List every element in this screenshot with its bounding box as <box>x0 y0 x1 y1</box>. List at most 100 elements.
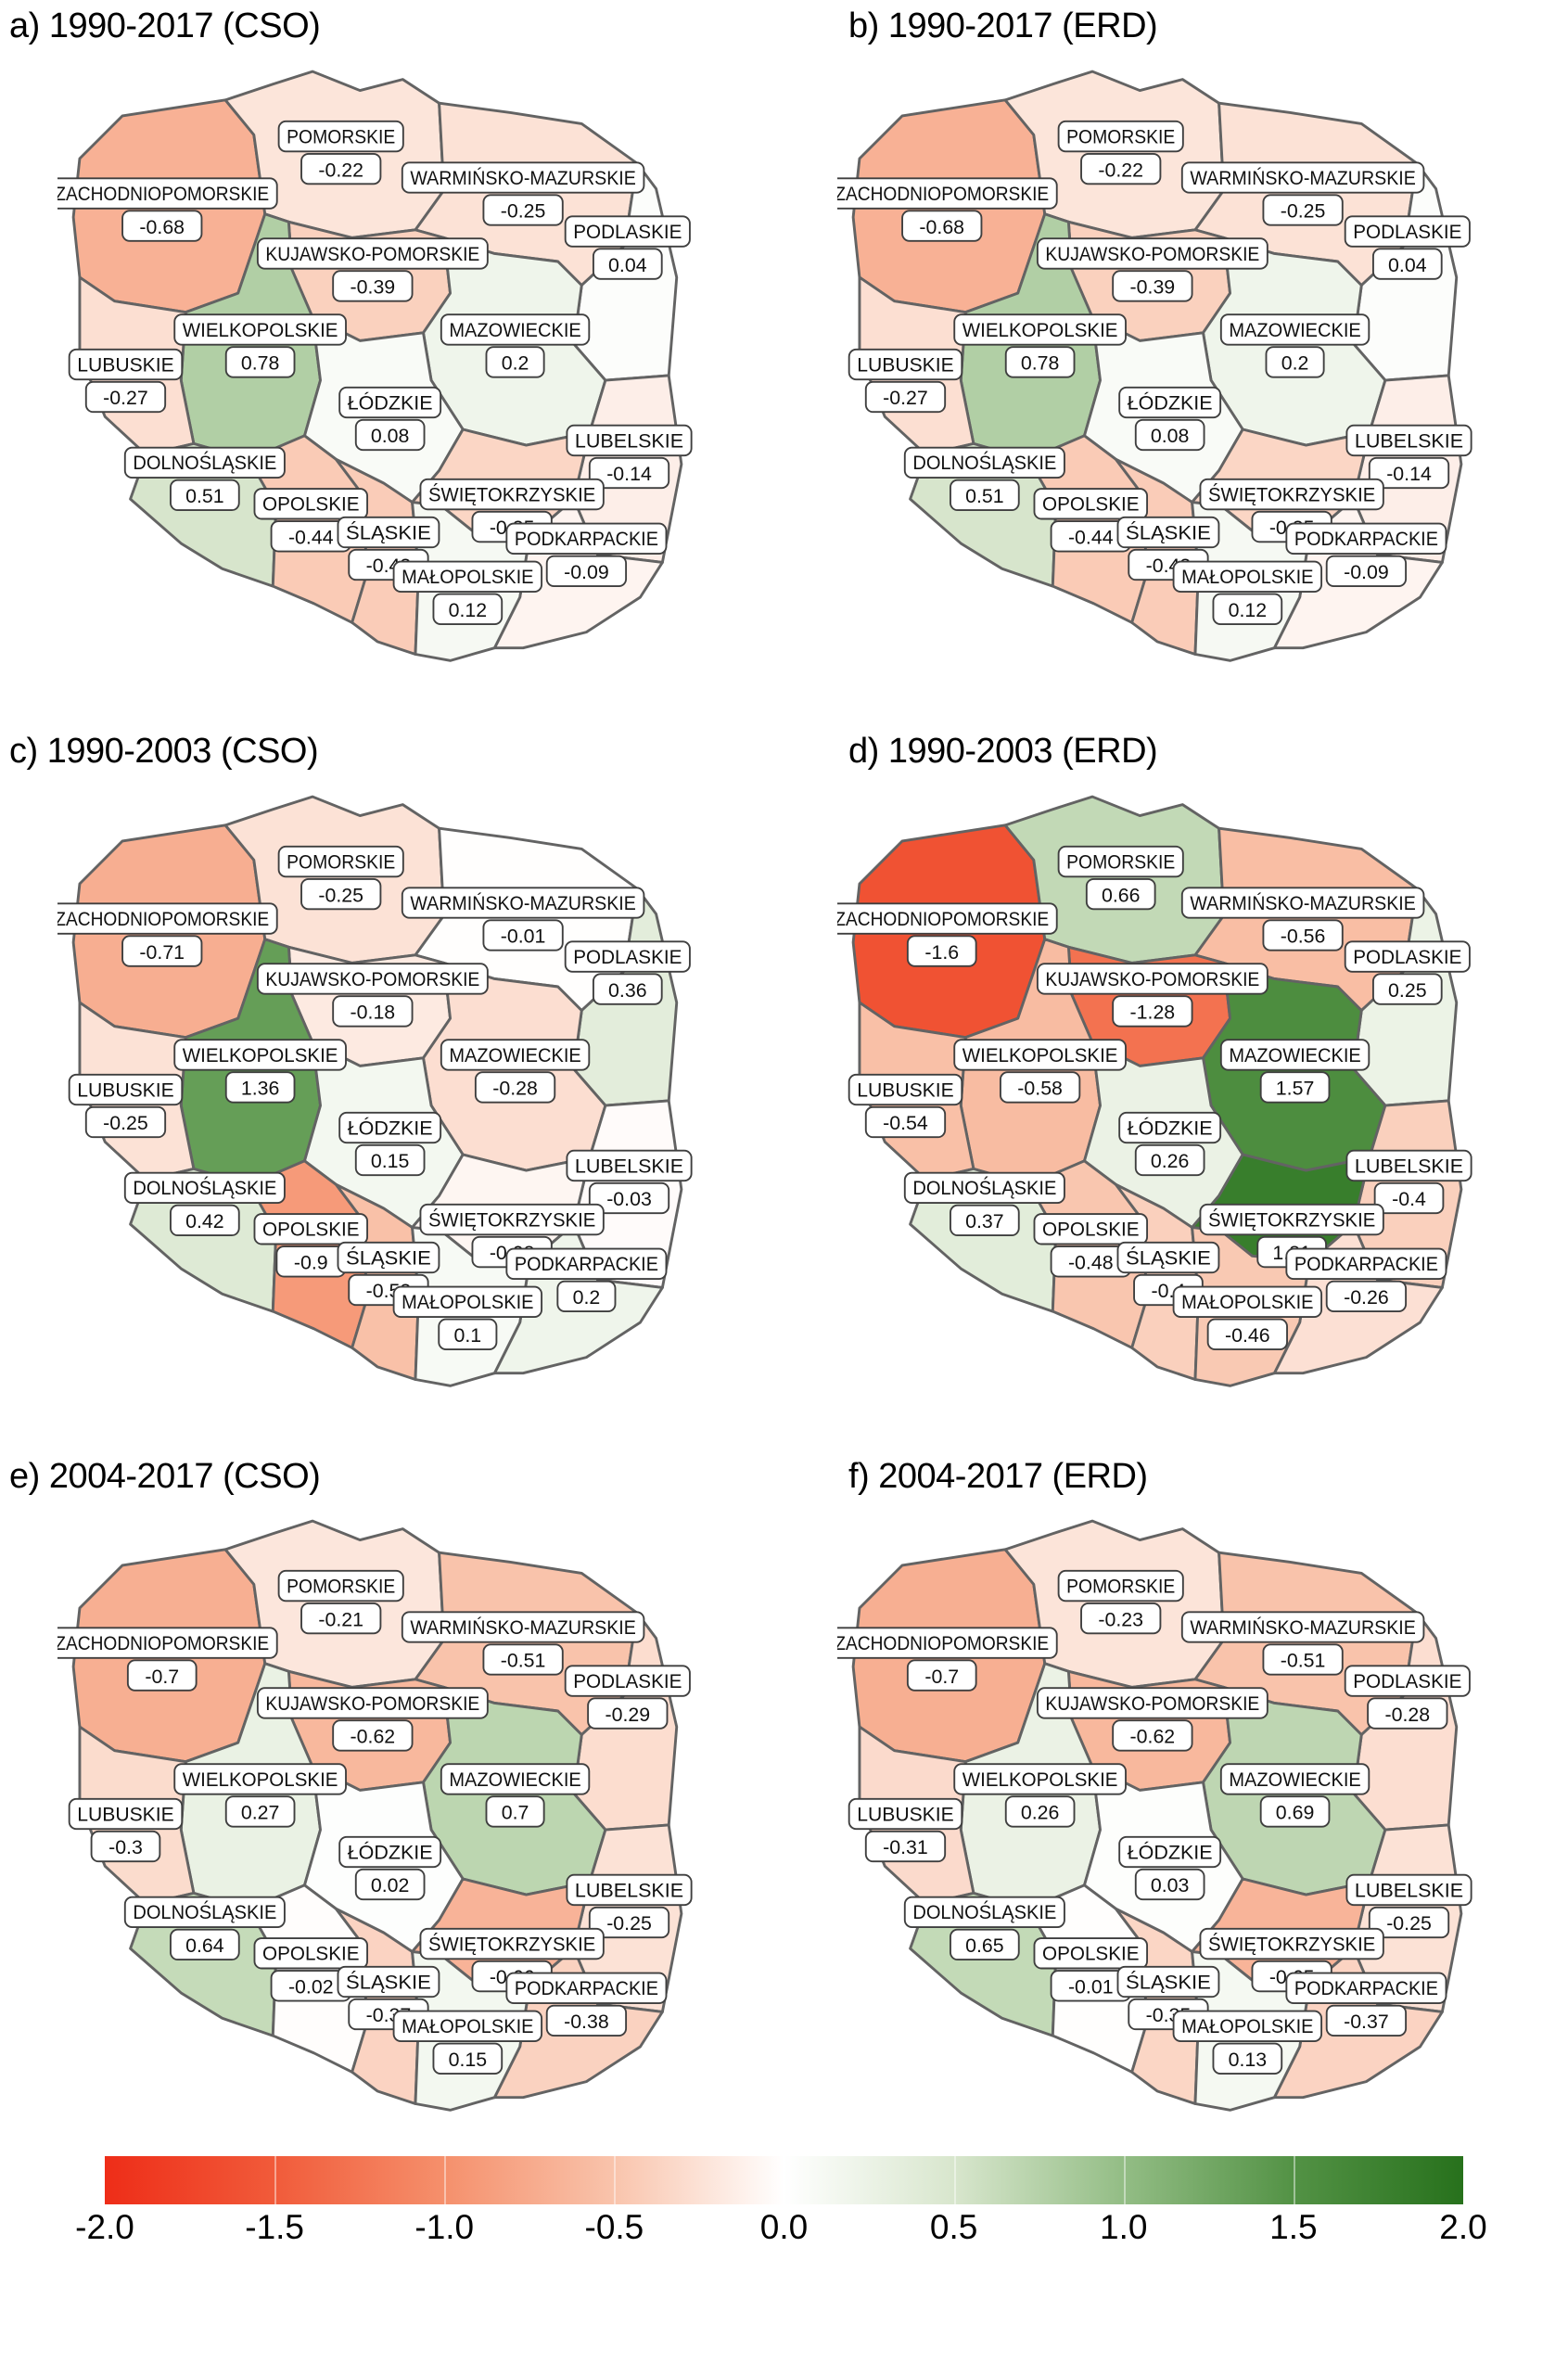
region-name-box <box>1116 1241 1220 1273</box>
region-name-text: OPOLSKIE <box>1042 1218 1140 1240</box>
region-name-box <box>1345 424 1472 456</box>
label-mazowieckie-d: MAZOWIECKIE 1.57 <box>1219 1038 1370 1104</box>
region-value-text: -0.7 <box>924 1666 959 1688</box>
label-wielkopolskie-e: WIELKOPOLSKIE 0.27 <box>173 1763 347 1828</box>
region-value-box <box>1262 194 1344 226</box>
region-name-box <box>848 348 963 380</box>
label-opolskie-f: OPOLSKIE -0.01 <box>1033 1937 1149 2002</box>
colorbar-tick-line <box>274 2156 277 2205</box>
region-name-text: POMORSKIE <box>287 125 395 147</box>
colorbar-tick-label: 1.0 <box>1100 2208 1148 2247</box>
region-name-box <box>1344 1665 1471 1698</box>
region-name-box <box>401 1611 645 1644</box>
region-name-text: POMORSKIE <box>287 850 395 873</box>
region-value-text: -0.25 <box>606 1913 652 1935</box>
region-value-text: -0.25 <box>501 199 546 222</box>
label-dolno-l-skie-e: DOLNOŚLĄSKIE 0.64 <box>123 1896 286 1961</box>
region-name-box <box>1057 845 1184 877</box>
panel-title-f: f) 2004-2017 (ERD) <box>848 1456 1148 1496</box>
region-value-box <box>482 918 564 951</box>
region-value-box <box>588 1181 670 1214</box>
region-value-text: -0.38 <box>564 2011 609 2033</box>
region-name-box <box>1116 1966 1220 1998</box>
region-value-text: -0.4 <box>1392 1188 1426 1210</box>
region-name-text: OPOLSKIE <box>262 1943 360 1965</box>
label-wielkopolskie-f: WIELKOPOLSKIE 0.26 <box>953 1763 1127 1828</box>
region-value-text: -0.09 <box>1344 561 1389 583</box>
region-name-box <box>123 1896 286 1929</box>
region-value-text: -0.39 <box>1130 275 1176 298</box>
region-name-box <box>1033 487 1149 520</box>
region-name-box <box>338 1111 442 1143</box>
region-name-box <box>68 348 184 380</box>
region-name-box <box>505 522 668 555</box>
region-value-box <box>1080 1602 1162 1635</box>
region-value-text: 0.04 <box>608 254 647 276</box>
row-3: e) 2004-2017 (CSO) ZACHODNIOPOMORSKIE -0.… <box>0 1450 1568 2124</box>
region-value-box <box>432 593 504 625</box>
colorbar-tick-line <box>784 2156 786 2205</box>
region-value-box <box>864 1831 947 1863</box>
region-value-box <box>1112 1719 1193 1753</box>
panel-title-c: c) 1990-2003 (CSO) <box>9 731 319 771</box>
region-value-box <box>432 2043 504 2075</box>
region-value-text: 0.69 <box>1276 1802 1315 1824</box>
map-svg-f: ZACHODNIOPOMORSKIE -0.7 POMORSKIE -0.23 WARM… <box>837 1520 1472 2113</box>
region-name-box <box>566 1149 693 1181</box>
colorbar-tick-label: 0.0 <box>759 2208 809 2247</box>
region-name-box <box>173 313 347 346</box>
region-name-box <box>1344 939 1471 973</box>
region-value-text: 0.78 <box>1021 351 1060 374</box>
region-value-box <box>300 877 382 910</box>
map-svg-b: ZACHODNIOPOMORSKIE -0.68 POMORSKIE -0.22 WAR… <box>837 70 1472 662</box>
region-name-box <box>505 1247 668 1280</box>
label-dolno-l-skie-b: DOLNOŚLĄSKIE 0.51 <box>903 446 1065 511</box>
region-name-box <box>953 313 1127 346</box>
region-value-box <box>1265 346 1325 378</box>
panel-c: c) 1990-2003 (CSO) ZACHODNIOPOMORSKIE -0.… <box>0 725 784 1398</box>
region-value-text: 0.15 <box>449 2049 488 2071</box>
colorbar-tick-label: -0.5 <box>584 2208 644 2247</box>
label--dzkie-f: ŁÓDZKIE 0.03 <box>1118 1836 1222 1901</box>
label-podlaskie-f: PODLASKIE -0.28 <box>1344 1665 1471 1730</box>
label-pomorskie-d: POMORSKIE 0.66 <box>1057 845 1184 910</box>
region-name-box <box>440 1763 591 1795</box>
region-value-box <box>84 380 167 413</box>
region-name-box <box>57 902 278 935</box>
region-name-box <box>903 1171 1065 1204</box>
colorbar-tick-line <box>953 2156 956 2205</box>
region-name-text: KUJAWSKO-POMORSKIE <box>1045 1692 1259 1715</box>
panel-title-b: b) 1990-2017 (ERD) <box>848 6 1158 45</box>
region-value-box <box>170 1929 240 1961</box>
region-name-box <box>1172 2011 1323 2043</box>
label-warmi-sko-mazurskie-b: WARMIŃSKO-MAZURSKIE -0.25 <box>1180 161 1425 226</box>
region-name-box <box>337 1241 440 1273</box>
region-name-box <box>277 845 404 877</box>
region-value-box <box>474 1070 556 1104</box>
region-name-box <box>57 1627 278 1660</box>
label-podlaskie-d: PODLASKIE 0.25 <box>1344 939 1471 1005</box>
region-value-box <box>950 1929 1020 1961</box>
region-value-box <box>864 380 947 413</box>
region-name-box <box>564 939 691 973</box>
region-value-box <box>592 972 663 1005</box>
region-name-box <box>1180 886 1425 919</box>
region-name-text: MAZOWIECKIE <box>1229 1768 1360 1791</box>
region-name-text: DOLNOŚLĄSKIE <box>133 1901 276 1924</box>
region-value-text: 0.51 <box>965 485 1004 507</box>
region-value-text: -0.46 <box>1225 1324 1270 1347</box>
region-value-text: -0.23 <box>1098 1609 1143 1631</box>
region-name-text: KUJAWSKO-POMORSKIE <box>265 243 479 265</box>
region-name-box <box>1036 1687 1268 1720</box>
colorbar-tick-line <box>444 2156 447 2205</box>
region-name-text: WARMIŃSKO-MAZURSKIE <box>1190 890 1416 913</box>
region-name-text: MAŁOPOLSKIE <box>1181 2016 1313 2038</box>
label-kujawsko-pomorskie-e: KUJAWSKO-POMORSKIE -0.62 <box>256 1687 489 1753</box>
region-name-text: LUBUSKIE <box>77 1079 174 1101</box>
region-value-box <box>1134 418 1205 451</box>
region-value-text: 0.08 <box>1151 425 1190 447</box>
region-value-text: -0.25 <box>103 1112 148 1134</box>
label-lubelskie-c: LUBELSKIE -0.03 <box>566 1149 693 1214</box>
label-mazowieckie-b: MAZOWIECKIE 0.2 <box>1219 313 1370 378</box>
region-name-text: PODKARPACKIE <box>1294 528 1438 550</box>
